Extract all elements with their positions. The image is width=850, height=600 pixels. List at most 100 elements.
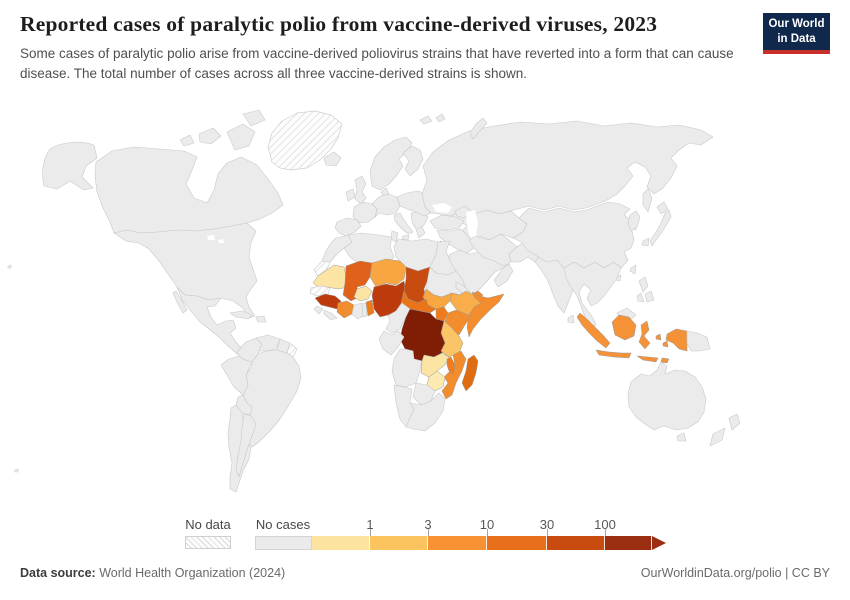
country-nz_south[interactable] xyxy=(709,427,726,447)
country-honshu[interactable] xyxy=(649,209,672,247)
country-central_europe[interactable] xyxy=(371,193,401,218)
country-argentina[interactable] xyxy=(235,413,257,478)
chart-footer: Data source: World Health Organization (… xyxy=(20,566,830,580)
country-iceland[interactable] xyxy=(323,151,342,167)
country-nigeria[interactable] xyxy=(371,280,407,318)
country-niger[interactable] xyxy=(369,258,407,288)
country-sakhalin[interactable] xyxy=(642,188,653,213)
country-congo_gabon[interactable] xyxy=(378,330,405,356)
legend-tick-1: 1 xyxy=(366,517,374,532)
country-tunisia[interactable] xyxy=(390,230,399,243)
owid-logo-line1: Our World xyxy=(768,18,825,31)
country-iberia[interactable] xyxy=(334,217,362,237)
country-indochina[interactable] xyxy=(563,261,622,328)
country-baffin_i[interactable] xyxy=(226,123,256,151)
country-svalbard2[interactable] xyxy=(435,113,446,123)
country-speck2[interactable] xyxy=(14,468,19,473)
country-victoria_i[interactable] xyxy=(198,127,222,145)
data-source-value: World Health Organization (2024) xyxy=(95,566,286,580)
legend-segment-4[interactable] xyxy=(487,536,547,550)
country-togo[interactable] xyxy=(361,302,368,318)
country-somalia[interactable] xyxy=(466,291,505,338)
country-philippines2[interactable] xyxy=(644,290,655,303)
legend-segment-1[interactable] xyxy=(312,536,370,550)
chart-header: Reported cases of paralytic polio from v… xyxy=(20,12,830,83)
country-hokkaido[interactable] xyxy=(656,201,669,215)
country-uk[interactable] xyxy=(354,175,367,205)
legend-tick-100: 100 xyxy=(594,517,616,532)
country-greenland[interactable] xyxy=(267,110,343,171)
country-greece[interactable] xyxy=(415,226,426,239)
country-australia[interactable] xyxy=(627,361,707,431)
country-mozambique[interactable] xyxy=(441,350,467,400)
country-italy[interactable] xyxy=(393,212,414,235)
legend-segment-6[interactable] xyxy=(605,536,652,550)
country-senegal[interactable] xyxy=(309,285,331,297)
country-burkina[interactable] xyxy=(353,285,373,302)
credit-text[interactable]: OurWorldinData.org/polio | CC BY xyxy=(640,566,830,580)
country-liberia[interactable] xyxy=(323,309,338,321)
country-venezuela[interactable] xyxy=(255,334,281,352)
country-finland[interactable] xyxy=(402,145,424,177)
country-kyushu[interactable] xyxy=(641,237,650,247)
country-turkey[interactable] xyxy=(429,214,465,231)
country-png[interactable] xyxy=(686,330,711,352)
legend-no-data-swatch[interactable] xyxy=(185,536,231,549)
country-sri_lanka[interactable] xyxy=(567,314,575,324)
country-angola[interactable] xyxy=(391,348,423,388)
country-hispaniola[interactable] xyxy=(255,315,267,323)
country-usa[interactable] xyxy=(113,222,258,319)
country-banks_i[interactable] xyxy=(179,134,195,147)
country-scandinavia[interactable] xyxy=(369,136,413,191)
country-south_africa[interactable] xyxy=(405,392,446,432)
country-cameroon[interactable] xyxy=(385,302,411,334)
country-mali[interactable] xyxy=(342,260,373,302)
country-uganda[interactable] xyxy=(435,306,449,322)
country-lesser_sunda[interactable] xyxy=(636,355,659,363)
country-nz_north[interactable] xyxy=(728,413,741,431)
legend-segment-5[interactable] xyxy=(547,536,605,550)
country-cote_divoire[interactable] xyxy=(336,300,355,319)
country-tasmania[interactable] xyxy=(676,432,687,442)
country-speck1[interactable] xyxy=(7,264,12,269)
legend-segment-0[interactable] xyxy=(255,536,312,550)
country-sunda2[interactable] xyxy=(660,357,670,364)
country-sicily[interactable] xyxy=(401,234,410,241)
country-svalbard1[interactable] xyxy=(419,115,433,125)
country-novaya[interactable] xyxy=(469,117,488,140)
country-ellesmere_i[interactable] xyxy=(242,109,266,127)
legend-tickmark-4 xyxy=(605,529,606,536)
country-philippines1[interactable] xyxy=(638,276,649,293)
owid-logo[interactable]: Our World in Data xyxy=(763,13,830,54)
country-sulawesi[interactable] xyxy=(638,320,651,350)
legend-tick-30: 30 xyxy=(539,517,555,532)
legend-segment-3[interactable] xyxy=(428,536,487,550)
country-baja[interactable] xyxy=(172,290,188,314)
legend-tickmark-1 xyxy=(428,529,429,536)
country-cuba[interactable] xyxy=(229,310,253,320)
country-ireland[interactable] xyxy=(345,188,356,202)
country-java[interactable] xyxy=(595,349,632,359)
legend-segment-2[interactable] xyxy=(370,536,428,550)
country-china[interactable] xyxy=(512,201,637,269)
country-taiwan[interactable] xyxy=(629,264,637,275)
country-middle_east[interactable] xyxy=(436,228,476,254)
country-maluku2[interactable] xyxy=(662,340,669,348)
country-maluku1[interactable] xyxy=(655,333,662,341)
country-kalimantan[interactable] xyxy=(611,314,637,341)
owid-logo-line2: in Data xyxy=(777,32,816,45)
country-wpapua[interactable] xyxy=(665,328,688,352)
country-russia[interactable] xyxy=(421,120,714,217)
country-canada[interactable] xyxy=(94,146,284,234)
country-sumatra[interactable] xyxy=(576,312,611,349)
country-mexico[interactable] xyxy=(176,286,250,361)
country-oman[interactable] xyxy=(493,263,514,288)
country-sierra_leone[interactable] xyxy=(313,305,324,315)
country-alaska[interactable] xyxy=(42,141,98,191)
country-korea[interactable] xyxy=(627,210,641,232)
country-philippines3[interactable] xyxy=(636,292,645,303)
country-ghana[interactable] xyxy=(351,302,365,320)
country-madagascar[interactable] xyxy=(461,354,479,392)
country-benin[interactable] xyxy=(365,299,375,317)
